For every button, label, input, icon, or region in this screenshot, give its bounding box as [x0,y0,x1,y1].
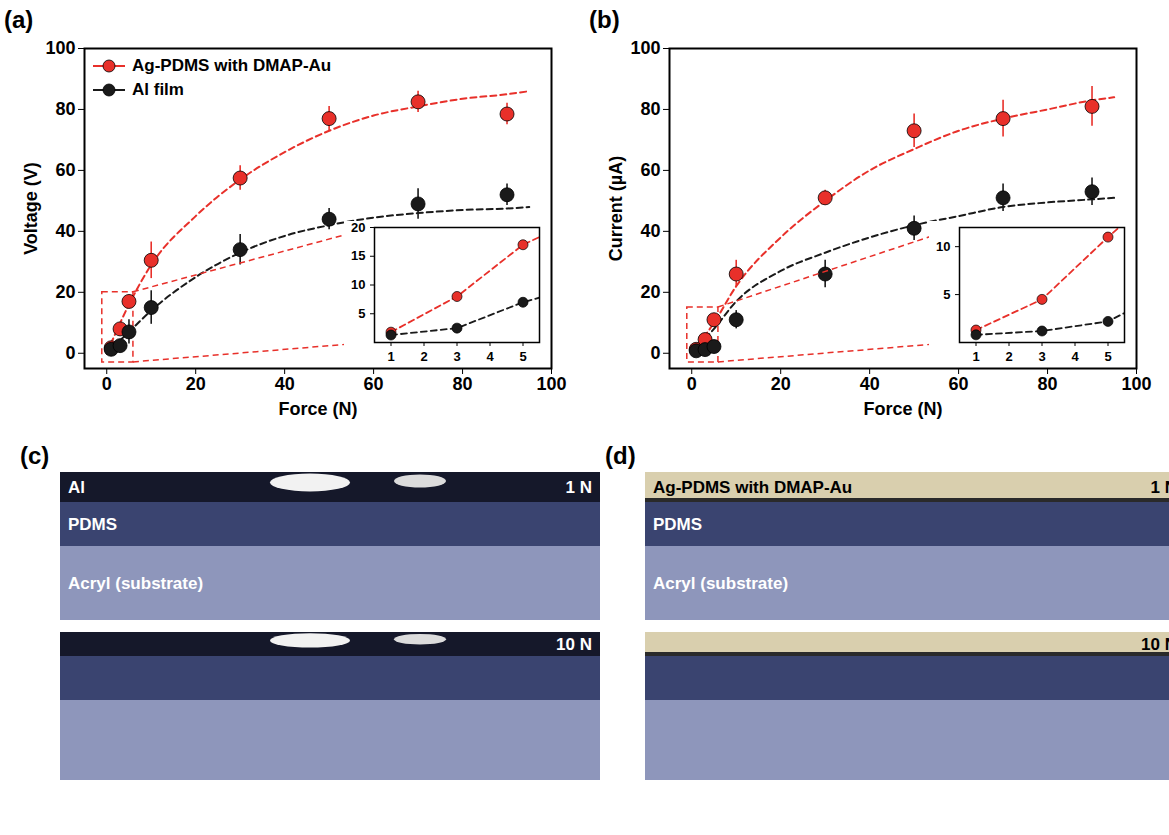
html-text:Al film: Al film [132,80,184,99]
svg-text:5: 5 [1104,349,1111,364]
svg-text:Current (µA): Current (µA) [606,156,626,261]
svg-text:20: 20 [55,282,75,302]
svg-text:40: 40 [860,374,880,394]
html-text:(a): (a) [4,6,34,33]
svg-text:0: 0 [102,374,112,394]
svg-text:60: 60 [640,160,660,180]
svg-text:5: 5 [943,287,950,302]
svg-text:40: 40 [275,374,295,394]
svg-text:Acryl (substrate): Acryl (substrate) [68,574,203,593]
svg-text:5: 5 [358,306,365,321]
svg-text:60: 60 [55,160,75,180]
svg-text:PDMS: PDMS [653,515,702,534]
svg-text:20: 20 [640,282,660,302]
svg-text:Voltage (V): Voltage (V) [21,162,41,255]
svg-text:100: 100 [45,38,75,58]
svg-text:Ag-PDMS with DMAP-Au: Ag-PDMS with DMAP-Au [653,478,852,497]
svg-text:20: 20 [771,374,791,394]
svg-text:80: 80 [1038,374,1058,394]
svg-text:0: 0 [650,343,660,363]
svg-text:20: 20 [186,374,206,394]
html-text:(b): (b) [589,6,620,33]
svg-text:100: 100 [1121,374,1151,394]
svg-text:1: 1 [972,349,979,364]
svg-text:3: 3 [1038,349,1045,364]
svg-text:20: 20 [351,221,365,235]
svg-text:15: 15 [351,248,365,263]
html-text:Ag-PDMS with DMAP-Au: Ag-PDMS with DMAP-Au [132,56,332,75]
svg-text:PDMS: PDMS [68,515,117,534]
svg-text:80: 80 [453,374,473,394]
svg-text:1 N: 1 N [1151,478,1169,497]
svg-text:1 N: 1 N [566,478,592,497]
svg-text:Force (N): Force (N) [863,399,942,419]
svg-text:10: 10 [351,277,365,292]
svg-text:5: 5 [519,349,526,364]
svg-text:40: 40 [55,221,75,241]
svg-text:2: 2 [1005,349,1012,364]
svg-text:10 N: 10 N [556,635,592,654]
svg-text:Force (N): Force (N) [278,399,357,419]
svg-text:100: 100 [630,38,660,58]
svg-text:100: 100 [536,374,566,394]
svg-text:0: 0 [687,374,697,394]
svg-text:80: 80 [640,99,660,119]
svg-text:3: 3 [453,349,460,364]
svg-text:80: 80 [55,99,75,119]
html-text:(c): (c) [20,442,50,469]
svg-text:10: 10 [936,239,950,254]
svg-text:60: 60 [364,374,384,394]
html-text:(d): (d) [605,442,636,469]
svg-text:Acryl (substrate): Acryl (substrate) [653,574,788,593]
svg-text:60: 60 [949,374,969,394]
svg-text:0: 0 [65,343,75,363]
svg-text:4: 4 [486,349,494,364]
svg-text:40: 40 [640,221,660,241]
svg-text:4: 4 [1071,349,1079,364]
svg-text:10 N: 10 N [1141,635,1169,654]
svg-text:2: 2 [420,349,427,364]
svg-text:1: 1 [387,349,394,364]
svg-text:Al: Al [68,478,85,497]
